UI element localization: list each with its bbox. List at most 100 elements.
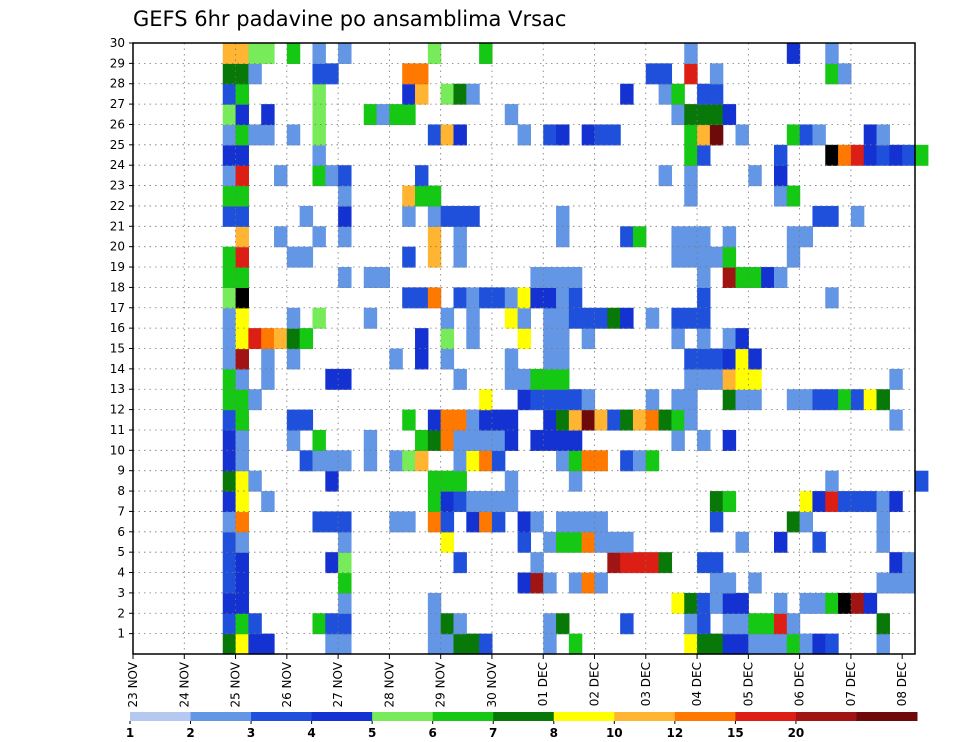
heatmap-cell (402, 205, 416, 227)
heatmap-cell (761, 267, 775, 288)
heatmap-cell (222, 205, 237, 227)
heatmap-cell (735, 328, 749, 350)
heatmap-cell (222, 491, 237, 513)
heatmap-cell (376, 104, 390, 126)
x-tick-label: 25 NOV (229, 661, 243, 707)
heatmap-cell (748, 633, 762, 655)
heatmap-cell (684, 144, 698, 166)
y-tick-label: 20 (110, 240, 125, 254)
heatmap-cell (697, 104, 711, 126)
heatmap-cell (261, 348, 275, 370)
heatmap-cell (248, 470, 262, 492)
heatmap-cell (684, 633, 698, 655)
heatmap-cell (479, 43, 493, 64)
heatmap-cell (889, 491, 903, 513)
heatmap-cell (773, 144, 788, 166)
x-tick-label: 06 DEC (793, 662, 807, 706)
heatmap-cell (684, 43, 698, 64)
heatmap-cell (620, 307, 634, 329)
heatmap-cell (581, 450, 596, 472)
heatmap-cell (658, 165, 673, 187)
heatmap-cell (748, 348, 762, 370)
heatmap-cell (632, 552, 647, 574)
heatmap-cell (697, 83, 711, 105)
heatmap-cell (825, 43, 839, 64)
heatmap-cell (632, 450, 647, 472)
heatmap-cell (773, 267, 788, 288)
heatmap-cell (684, 226, 698, 248)
heatmap-cell (825, 592, 839, 614)
heatmap-cell (466, 287, 480, 309)
x-tick-label: 30 NOV (485, 661, 499, 707)
x-tick-label: 03 DEC (639, 662, 653, 706)
heatmap-cell (697, 226, 711, 248)
heatmap-cell (556, 531, 570, 553)
heatmap-cell (556, 511, 570, 533)
heatmap-cell (235, 531, 249, 553)
heatmap-cell (632, 226, 647, 248)
heatmap-cell (556, 307, 570, 329)
heatmap-cell (568, 267, 583, 288)
heatmap-cell (338, 613, 352, 635)
heatmap-cell (274, 165, 288, 187)
heatmap-cell (581, 531, 596, 553)
heatmap-cell (607, 552, 621, 574)
legend-color-swatch (432, 712, 494, 721)
heatmap-cell (286, 43, 301, 64)
heatmap-cell (825, 491, 839, 513)
heatmap-cell (530, 429, 544, 451)
heatmap-cell (427, 246, 442, 268)
heatmap-cell (402, 287, 416, 309)
heatmap-cell (235, 429, 249, 451)
heatmap-cell (248, 613, 262, 635)
heatmap-cell (568, 470, 583, 492)
heatmap-cell (594, 511, 608, 533)
heatmap-cell (479, 287, 493, 309)
heatmap-cell (671, 307, 685, 329)
heatmap-cell (235, 83, 249, 105)
heatmap-cell (222, 429, 237, 451)
heatmap-cell (620, 450, 634, 472)
heatmap-cell (479, 450, 493, 472)
x-tick-label: 07 DEC (844, 662, 858, 706)
heatmap-cell (261, 104, 275, 126)
y-tick-label: 13 (110, 382, 125, 396)
heatmap-cell (581, 409, 596, 431)
y-tick-label: 11 (110, 423, 125, 437)
legend-color-swatch (372, 712, 434, 721)
heatmap-cell (735, 531, 749, 553)
heatmap-cell (722, 246, 737, 268)
legend-tick-label: 8 (550, 726, 558, 740)
heatmap-cell (568, 389, 583, 411)
heatmap-cell (671, 246, 685, 268)
heatmap-cell (517, 124, 532, 146)
heatmap-cell (581, 307, 596, 329)
heatmap-cell (684, 307, 698, 329)
heatmap-cell (915, 470, 929, 492)
heatmap-cell (235, 552, 249, 574)
heatmap-cell (889, 552, 903, 574)
heatmap-cell (697, 592, 711, 614)
heatmap-cell (556, 287, 570, 309)
heatmap-cell (440, 328, 455, 350)
y-tick-label: 3 (117, 586, 125, 600)
heatmap-cell (261, 491, 275, 513)
heatmap-cell (517, 328, 532, 350)
heatmap-cell (671, 389, 685, 411)
y-tick-label: 21 (110, 219, 125, 233)
heatmap-cell (286, 409, 301, 431)
heatmap-cell (889, 572, 903, 594)
y-tick-label: 2 (117, 606, 125, 620)
heatmap-cell (325, 470, 339, 492)
heatmap-cell (440, 124, 455, 146)
heatmap-cell (235, 226, 249, 248)
legend-tick-label: 15 (727, 726, 744, 740)
heatmap-cell (556, 124, 570, 146)
heatmap-cell (363, 104, 378, 126)
heatmap-cell (697, 348, 711, 370)
heatmap-cell (748, 572, 762, 594)
x-tick-label: 27 NOV (331, 661, 345, 707)
heatmap-cell (697, 144, 711, 166)
heatmap-cell (222, 389, 237, 411)
